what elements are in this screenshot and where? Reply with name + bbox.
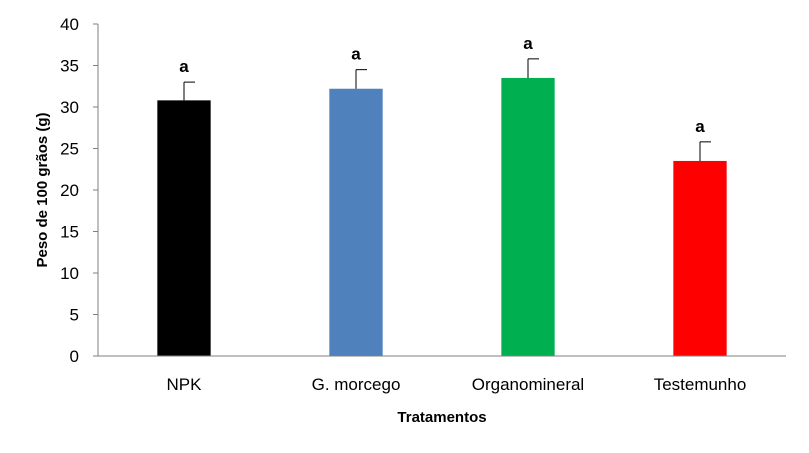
data-label: a <box>179 57 189 76</box>
y-tick-label: 35 <box>60 57 79 76</box>
error-bar <box>355 69 367 89</box>
data-label: a <box>523 34 533 53</box>
x-tick-label: G. morcego <box>312 375 401 394</box>
x-axis-title: Tratamentos <box>397 409 486 426</box>
y-axis-ticks: 0 5 10 15 20 25 30 35 40 <box>60 15 98 366</box>
data-label: a <box>695 117 705 136</box>
x-tick-label: Organomineral <box>472 375 584 394</box>
error-bar <box>183 81 195 101</box>
y-tick-label: 10 <box>60 264 79 283</box>
y-tick-label: 25 <box>60 140 79 159</box>
bar <box>673 160 727 356</box>
y-tick-label: 20 <box>60 181 79 200</box>
bars <box>157 77 727 357</box>
bar <box>157 100 211 356</box>
y-tick-label: 15 <box>60 223 79 242</box>
y-tick-label: 5 <box>70 306 79 325</box>
error-bar <box>527 58 539 78</box>
error-bar <box>699 141 711 161</box>
x-axis-ticks: NPK G. morcego Organomineral Testemunho <box>167 375 747 394</box>
x-tick-label: Testemunho <box>654 375 747 394</box>
y-axis-title: Peso de 100 grãos (g) <box>34 112 51 267</box>
y-tick-label: 30 <box>60 98 79 117</box>
y-tick-label: 0 <box>70 347 79 366</box>
y-tick-label: 40 <box>60 15 79 34</box>
bar <box>329 88 383 357</box>
data-labels: a a a a <box>179 34 705 136</box>
data-label: a <box>351 45 361 64</box>
error-bars <box>183 58 711 161</box>
bar <box>501 77 555 356</box>
x-tick-label: NPK <box>167 375 203 394</box>
